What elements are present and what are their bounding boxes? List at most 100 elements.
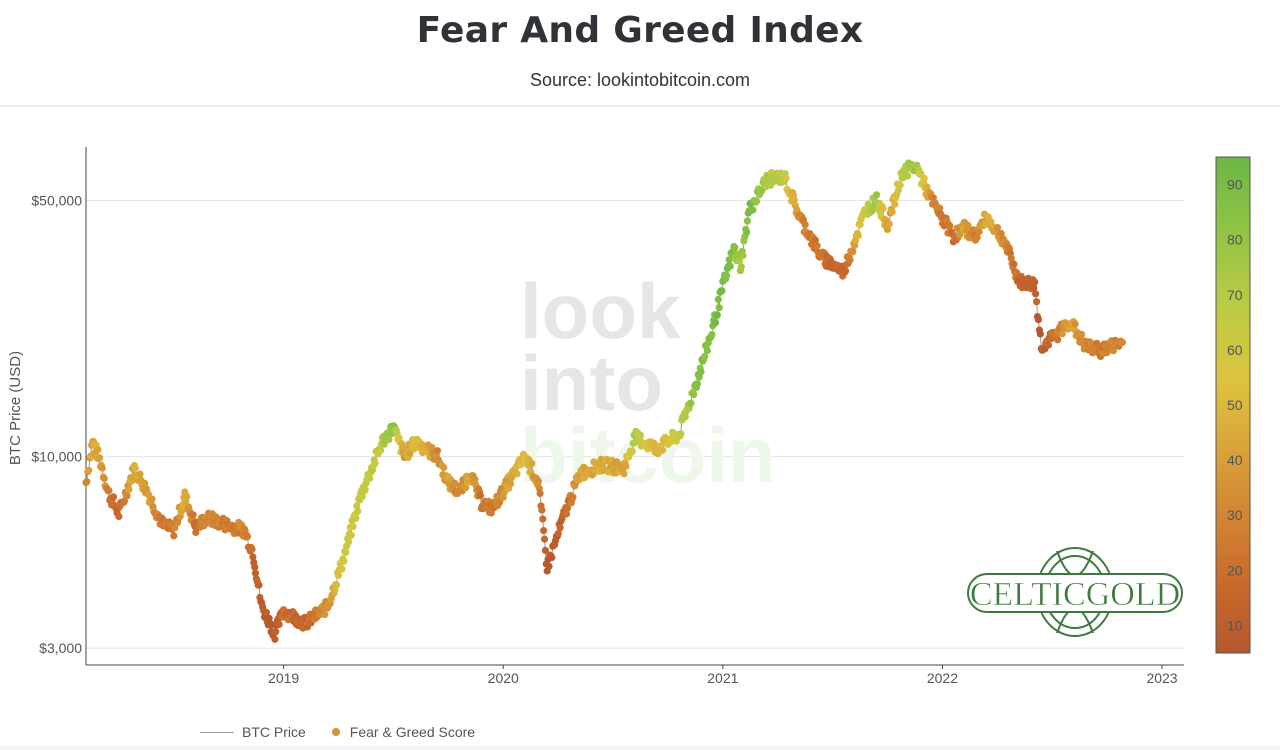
score-point [1033, 298, 1041, 306]
score-point [462, 484, 470, 492]
score-point [782, 174, 790, 182]
score-point [170, 532, 178, 540]
score-point [628, 447, 636, 455]
score-point [962, 227, 970, 235]
score-point [507, 480, 515, 488]
score-point [713, 311, 721, 319]
score-point [183, 492, 191, 500]
legend: BTC Price Fear & Greed Score [200, 724, 475, 740]
y-axis-ticks: $50,000 $10,000 $3,000 [31, 193, 82, 657]
score-point [879, 205, 887, 213]
score-point [562, 510, 571, 518]
score-point [109, 493, 118, 501]
score-point [358, 492, 366, 500]
score-point [856, 221, 864, 229]
score-point [920, 174, 928, 182]
score-point [739, 252, 747, 260]
score-point [338, 565, 346, 573]
score-point [105, 487, 113, 495]
score-point [891, 200, 899, 208]
score-point [790, 196, 798, 204]
logo-text: CELTICGOLD [970, 576, 1180, 613]
score-point [801, 221, 809, 229]
y-axis-title: BTC Price (USD) [7, 351, 24, 465]
score-point [354, 507, 362, 515]
score-point [841, 267, 850, 275]
score-point [1010, 260, 1018, 268]
score-point [131, 464, 139, 472]
score-point [451, 479, 459, 487]
score-point [693, 380, 702, 388]
score-point [563, 504, 572, 512]
score-point [377, 446, 385, 454]
score-point [936, 204, 944, 212]
score-point [622, 462, 630, 470]
score-point [548, 554, 556, 562]
score-point [545, 562, 553, 570]
score-point [556, 524, 564, 532]
legend-price-swatch [200, 731, 234, 733]
score-point [366, 474, 374, 482]
score-point [888, 208, 896, 216]
y-tick-label: $10,000 [31, 449, 82, 465]
score-point [1071, 320, 1079, 328]
score-point [96, 454, 104, 462]
colorbar-tick-label: 10 [1227, 617, 1243, 633]
score-point [743, 228, 751, 236]
score-point [115, 512, 123, 521]
score-point [361, 486, 369, 494]
score-point [726, 262, 734, 270]
score-point [471, 475, 479, 483]
score-point [725, 256, 733, 264]
score-point [353, 502, 361, 510]
legend-price-label[interactable]: BTC Price [242, 724, 306, 740]
score-point [681, 413, 690, 421]
score-point [344, 538, 353, 546]
score-point [708, 331, 716, 339]
score-point [440, 463, 448, 472]
y-tick-label: $50,000 [31, 193, 82, 209]
score-point [476, 491, 484, 500]
score-point [1058, 330, 1066, 338]
score-point [141, 479, 149, 487]
score-point [885, 220, 893, 228]
score-point [975, 228, 983, 236]
score-point [813, 242, 821, 250]
score-point [811, 236, 819, 244]
score-point [255, 581, 263, 589]
legend-score-swatch [331, 728, 340, 736]
score-point [275, 620, 283, 629]
score-point [904, 172, 912, 180]
score-point [636, 431, 645, 439]
colorbar-tick-label: 20 [1227, 562, 1243, 578]
score-point [540, 527, 548, 535]
score-point [946, 222, 954, 230]
score-point [349, 522, 357, 531]
score-point [1034, 316, 1042, 324]
score-point [251, 569, 260, 577]
score-point [993, 224, 1002, 232]
colorbar-ticks: 10 20 30 40 50 60 70 80 90 [1227, 177, 1243, 634]
score-point [540, 535, 549, 543]
score-point [189, 511, 197, 519]
score-point [620, 470, 628, 478]
score-point [997, 229, 1005, 237]
score-point [749, 206, 757, 214]
score-point [536, 489, 544, 497]
x-tick-label: 2021 [707, 670, 738, 686]
score-point [896, 181, 904, 189]
legend-score-label[interactable]: Fear & Greed Score [349, 724, 476, 740]
score-point [125, 485, 133, 493]
score-point [513, 470, 521, 478]
score-point [1054, 336, 1062, 344]
score-point [262, 608, 270, 617]
x-tick-label: 2019 [268, 670, 299, 686]
score-point [123, 492, 131, 500]
chart-title: Fear And Greed Index [416, 10, 864, 51]
score-point [711, 319, 720, 327]
score-point [677, 430, 685, 438]
colorbar-tick-label: 50 [1227, 397, 1243, 413]
score-point [347, 531, 355, 539]
score-point [672, 437, 680, 445]
score-point [690, 391, 698, 399]
